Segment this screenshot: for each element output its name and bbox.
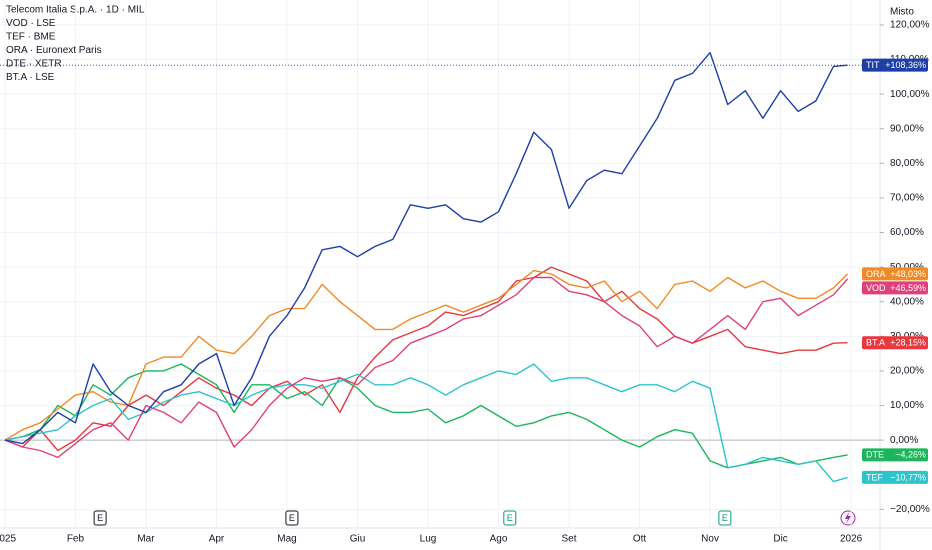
badge-value: +48,03% xyxy=(890,269,926,279)
badge-bg xyxy=(862,58,928,72)
badge-bg xyxy=(862,448,928,462)
badge-bg xyxy=(862,267,928,281)
price-badge: ORA +48,03% xyxy=(862,267,928,281)
series-line xyxy=(4,51,848,445)
y-tick-label: 80,00% xyxy=(890,158,924,169)
x-tick-label: Lug xyxy=(420,534,437,545)
legend-entry: DTE · XETR xyxy=(6,59,62,70)
event-marker[interactable]: E xyxy=(93,510,107,526)
badge-name: ORA xyxy=(866,269,886,279)
y-tick-label: −20,00% xyxy=(890,504,930,515)
badge-name: BT.A xyxy=(866,338,885,348)
y-tick-label: 10,00% xyxy=(890,400,924,411)
y-tick-label: 50,00% xyxy=(890,262,924,273)
series-line xyxy=(4,269,849,441)
event-box xyxy=(93,510,107,526)
badge-name: VOD xyxy=(866,283,886,293)
y-tick-label: 100,00% xyxy=(890,89,930,100)
badge-value: −4,26% xyxy=(895,450,926,460)
y-tick-label: 40,00% xyxy=(890,296,924,307)
event-box xyxy=(503,510,517,526)
y-tick-label: 70,00% xyxy=(890,193,924,204)
badge-value: −10,77% xyxy=(890,472,926,482)
y-tick-label: 0,00% xyxy=(890,435,918,446)
event-label: E xyxy=(507,513,513,523)
x-tick-label: Giu xyxy=(350,534,366,545)
series-line xyxy=(4,363,848,469)
badge-bg xyxy=(862,281,928,295)
x-tick-label: Ago xyxy=(490,534,508,545)
event-box xyxy=(718,510,732,526)
badge-name: TIT xyxy=(866,60,880,70)
badge-value: +28,15% xyxy=(890,338,926,348)
badge-value: +108,36% xyxy=(885,60,926,70)
lightning-event[interactable] xyxy=(840,510,856,526)
legend-entry: TEF · BME xyxy=(6,32,56,43)
y-tick-label: 20,00% xyxy=(890,366,924,377)
price-badge: VOD +46,59% xyxy=(862,281,928,295)
axis-mode[interactable]: Misto xyxy=(890,7,914,18)
x-tick-label: Nov xyxy=(701,534,719,545)
badge-name: DTE xyxy=(866,450,884,460)
event-marker[interactable]: E xyxy=(503,510,517,526)
series-line xyxy=(4,266,848,452)
series-line xyxy=(4,276,849,459)
x-tick-label: Set xyxy=(562,534,577,545)
x-tick-label: 2026 xyxy=(840,534,863,545)
x-tick-label: Feb xyxy=(67,534,85,545)
event-label: E xyxy=(97,513,103,523)
price-badge: DTE −4,26% xyxy=(862,448,928,462)
badge-name: TEF xyxy=(866,472,884,482)
y-tick-label: 90,00% xyxy=(890,123,924,134)
x-tick-label: Mar xyxy=(137,534,155,545)
event-marker[interactable]: E xyxy=(285,510,299,526)
price-badge: TEF −10,77% xyxy=(862,470,928,484)
legend-entry: BT.A · LSE xyxy=(6,72,55,83)
event-label: E xyxy=(722,513,728,523)
y-tick-label: 120,00% xyxy=(890,20,930,31)
event-marker[interactable]: E xyxy=(718,510,732,526)
badge-bg xyxy=(862,336,928,350)
price-badge: TIT +108,36% xyxy=(862,58,928,72)
event-box xyxy=(285,510,299,526)
x-tick-label: Mag xyxy=(277,534,296,545)
badge-bg xyxy=(862,470,928,484)
event-label: E xyxy=(289,513,295,523)
price-badge: BT.A +28,15% xyxy=(862,336,928,350)
x-tick-label: Ott xyxy=(633,534,647,545)
badge-value: +46,59% xyxy=(890,283,926,293)
y-tick-label: 60,00% xyxy=(890,227,924,238)
x-tick-label: Apr xyxy=(209,534,225,545)
legend-entry: ORA · Euronext Paris xyxy=(6,45,102,56)
legend-entry: VOD · LSE xyxy=(6,18,56,29)
grid xyxy=(0,0,880,528)
x-tick-label: Dic xyxy=(773,534,787,545)
x-tick-label: 2025 xyxy=(0,534,16,545)
